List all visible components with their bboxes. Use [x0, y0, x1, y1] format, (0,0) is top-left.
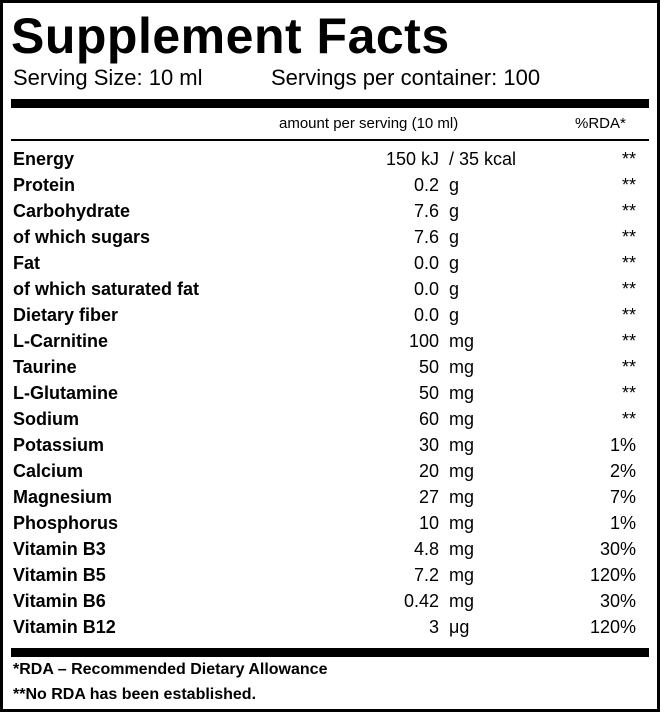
rda-value: ** — [621, 357, 636, 377]
unit: mg — [449, 409, 475, 429]
nutrient-name: Carbohydrate — [13, 201, 131, 221]
serving-size: Serving Size: 10 ml — [13, 65, 203, 90]
amount-header: amount per serving (10 ml) — [279, 115, 459, 132]
rda-value: 30% — [599, 591, 636, 611]
rda-value: 120% — [589, 565, 636, 585]
unit: g — [449, 305, 460, 325]
rda-value: ** — [621, 383, 636, 403]
unit: g — [449, 227, 460, 247]
unit: mg — [449, 513, 475, 533]
amount: 100 — [408, 331, 439, 351]
amount: 20 — [418, 461, 439, 481]
rda-value: 30% — [599, 539, 636, 559]
unit: mg — [449, 539, 475, 559]
amount: 50 — [418, 357, 439, 377]
amount: 0.0 — [413, 305, 439, 325]
thick-rule — [11, 648, 649, 657]
nutrient-name: Taurine — [13, 357, 77, 377]
amount: 30 — [418, 435, 439, 455]
nutrient-name: Protein — [13, 175, 76, 195]
title: Supplement Facts — [11, 8, 450, 64]
unit: / 35 kcal — [449, 149, 517, 169]
unit: mg — [449, 461, 475, 481]
unit: μg — [449, 617, 470, 637]
rda-header: %RDA* — [575, 115, 626, 132]
nutrient-name: Sodium — [13, 409, 79, 429]
nutrient-name: Vitamin B3 — [13, 539, 106, 559]
servings-per-container: Servings per container: 100 — [271, 65, 541, 90]
nutrient-name: Vitamin B12 — [13, 617, 116, 637]
amount: 7.6 — [413, 201, 439, 221]
nutrient-name: Phosphorus — [13, 513, 119, 533]
unit: mg — [449, 383, 475, 403]
nutrient-name: of which sugars — [13, 227, 151, 247]
rda-value: ** — [621, 175, 636, 195]
unit: mg — [449, 591, 475, 611]
rda-value: ** — [621, 409, 636, 429]
nutrient-name: of which saturated fat — [13, 279, 200, 299]
unit: g — [449, 253, 460, 273]
rda-value: 1% — [609, 513, 636, 533]
rda-value: ** — [621, 201, 636, 221]
unit: g — [449, 279, 460, 299]
rda-value: 7% — [609, 487, 636, 507]
amount: 50 — [418, 383, 439, 403]
unit: mg — [449, 487, 475, 507]
unit: mg — [449, 565, 475, 585]
amount: 150 kJ — [385, 149, 439, 169]
unit: g — [449, 201, 460, 221]
unit: mg — [449, 331, 475, 351]
nutrient-name: Fat — [13, 253, 40, 273]
rda-value: 2% — [609, 461, 636, 481]
nutrient-name: Energy — [13, 149, 75, 169]
unit: g — [449, 175, 460, 195]
amount: 4.8 — [413, 539, 439, 559]
rda-value: ** — [621, 305, 636, 325]
nutrient-name: L-Carnitine — [13, 331, 109, 351]
unit: mg — [449, 435, 475, 455]
nutrient-name: Magnesium — [13, 487, 113, 507]
amount: 0.42 — [403, 591, 439, 611]
amount: 7.6 — [413, 227, 439, 247]
nutrient-name: Dietary fiber — [13, 305, 119, 325]
amount: 7.2 — [413, 565, 439, 585]
rda-value: 1% — [609, 435, 636, 455]
amount: 3 — [428, 617, 439, 637]
rda-value: ** — [621, 253, 636, 273]
amount: 60 — [418, 409, 439, 429]
footnote: **No RDA has been established. — [13, 686, 257, 703]
nutrient-name: Calcium — [13, 461, 84, 481]
rda-value: ** — [621, 279, 636, 299]
nutrient-name: Potassium — [13, 435, 105, 455]
amount: 27 — [418, 487, 439, 507]
footnote: *RDA – Recommended Dietary Allowance — [13, 661, 328, 678]
rda-value: 120% — [589, 617, 636, 637]
thin-rule — [11, 139, 649, 141]
unit: mg — [449, 357, 475, 377]
thick-rule — [11, 99, 649, 108]
rda-value: ** — [621, 331, 636, 351]
amount: 0.2 — [413, 175, 439, 195]
nutrient-name: L-Glutamine — [13, 383, 119, 403]
amount: 10 — [418, 513, 439, 533]
rda-value: ** — [621, 149, 636, 169]
amount: 0.0 — [413, 253, 439, 273]
amount: 0.0 — [413, 279, 439, 299]
rda-value: ** — [621, 227, 636, 247]
nutrient-name: Vitamin B5 — [13, 565, 106, 585]
nutrient-name: Vitamin B6 — [13, 591, 106, 611]
